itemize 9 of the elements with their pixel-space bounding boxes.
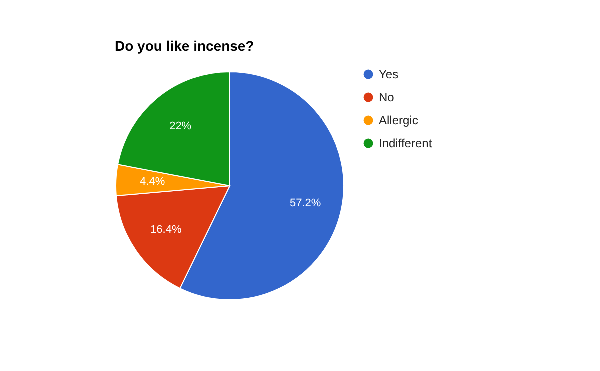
data-label: 4.4% — [140, 176, 166, 188]
data-label: 22% — [170, 120, 192, 132]
legend-label: Allergic — [379, 114, 418, 128]
legend-label: No — [379, 90, 395, 104]
legend-label: Indifferent — [379, 136, 433, 150]
data-label: 57.2% — [290, 197, 322, 210]
legend-label: Yes — [379, 68, 399, 82]
data-label: 16.4% — [150, 224, 182, 236]
chart-title: Do you like incense? — [115, 38, 254, 54]
